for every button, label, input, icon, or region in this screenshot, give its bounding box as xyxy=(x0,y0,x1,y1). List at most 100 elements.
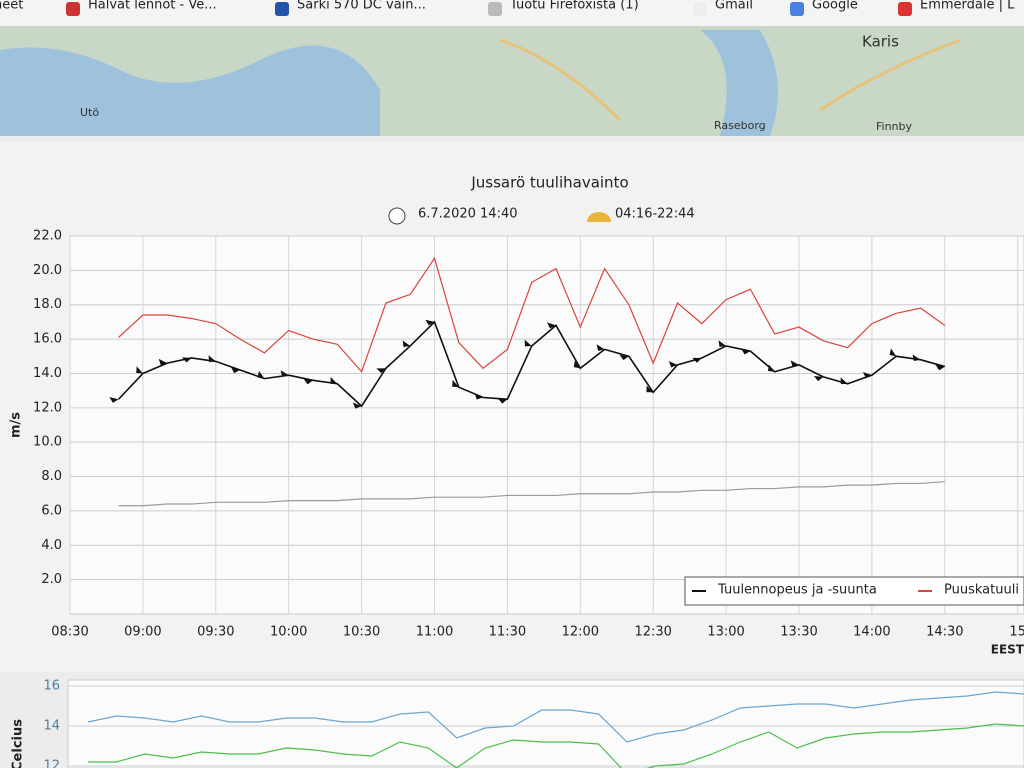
x-unit: EEST xyxy=(991,643,1024,657)
x-tick-label: 12:00 xyxy=(562,625,599,640)
y-tick-label: 22.0 xyxy=(33,229,62,244)
direction-arrow xyxy=(718,340,727,347)
y-tick-label: 2.0 xyxy=(41,572,62,587)
map-label: Finnby xyxy=(876,120,913,133)
direction-arrow xyxy=(862,372,872,379)
line xyxy=(118,256,946,373)
bookmark[interactable]: Emmerdale | L xyxy=(920,0,1015,13)
legend xyxy=(684,576,1024,606)
sun-icon xyxy=(587,212,611,222)
x-tick-label: 09:00 xyxy=(124,625,161,640)
plot-area xyxy=(69,235,1024,615)
bookmark[interactable]: neet xyxy=(0,0,23,13)
y-tick-label: 14.0 xyxy=(33,366,62,381)
direction-arrow xyxy=(840,377,848,385)
y-tick-label: 16 xyxy=(43,679,60,694)
direction-arrow xyxy=(402,340,411,347)
direction-arrow xyxy=(257,370,265,379)
time: 6.7.2020 14:40 xyxy=(418,207,518,222)
direction-arrow xyxy=(425,319,435,326)
direction-arrow xyxy=(889,348,897,357)
direction-arrow xyxy=(352,402,362,409)
y-tick-label: 6.0 xyxy=(41,503,62,518)
direction-arrow xyxy=(646,385,654,393)
y-axis-label: Celcius xyxy=(11,719,26,768)
direction-arrow xyxy=(280,370,289,377)
map-label: Utö xyxy=(80,106,99,119)
direction-arrow xyxy=(136,366,143,374)
direction-arrow xyxy=(619,354,629,361)
bookmark-icon xyxy=(790,2,804,16)
direction-arrow xyxy=(790,360,799,367)
direction-arrow xyxy=(813,375,824,382)
bookmark-icon xyxy=(66,2,80,16)
x-tick-label: 14:30 xyxy=(926,625,963,640)
chart-title: Jussarö tuulihavainto xyxy=(470,174,628,192)
x-tick-label: 11:30 xyxy=(489,625,526,640)
y-tick-label: 10.0 xyxy=(33,435,62,450)
map-road xyxy=(499,38,961,122)
bookmark[interactable]: Halvat lennot - Ve... xyxy=(88,0,217,13)
y-tick-label: 12 xyxy=(43,759,60,768)
line xyxy=(87,691,1024,743)
bookmark[interactable]: Google xyxy=(812,0,858,13)
y-tick-label: 16.0 xyxy=(33,332,62,347)
x-tick-label: 14:00 xyxy=(853,625,890,640)
map-water xyxy=(0,45,380,136)
direction-arrow xyxy=(474,393,484,400)
y-tick-label: 18.0 xyxy=(33,297,62,312)
plot-area xyxy=(67,679,1024,768)
direction-arrow xyxy=(573,360,581,369)
x-tick-label: 10:30 xyxy=(343,625,380,640)
line xyxy=(88,723,1024,768)
bookmark[interactable]: Särki 570 DC vain... xyxy=(297,0,426,13)
direction-arrow xyxy=(452,379,459,388)
direction-arrow xyxy=(231,367,241,374)
x-tick-label: 15 xyxy=(1009,625,1024,640)
legend-label: Tuulennopeus ja -suunta xyxy=(717,583,877,598)
x-tick-label: 12:30 xyxy=(634,625,671,640)
y-tick-label: 14 xyxy=(43,719,60,734)
bookmark-icon xyxy=(488,2,502,16)
bookmark[interactable]: Tuotu Firefoxista (1) xyxy=(509,0,639,13)
bookmark-bar xyxy=(0,0,1024,26)
y-tick-label: 20.0 xyxy=(33,263,62,278)
line xyxy=(118,320,946,408)
direction-arrow xyxy=(208,355,216,362)
line xyxy=(118,481,945,507)
map-label: Karis xyxy=(862,33,899,51)
direction-arrow xyxy=(158,358,168,366)
direction-arrow xyxy=(524,339,532,347)
legend-label: Puuskatuuli xyxy=(944,583,1019,598)
direction-arrow xyxy=(497,398,508,404)
direction-arrow xyxy=(182,357,192,363)
bookmark-icon xyxy=(693,2,707,16)
y-tick-label: 8.0 xyxy=(41,469,62,484)
direction-arrow xyxy=(668,361,678,368)
direction-arrow xyxy=(912,354,921,362)
sun-times: 04:16-22:44 xyxy=(615,207,695,222)
x-tick-label: 08:30 xyxy=(51,625,88,640)
map-label: Raseborg xyxy=(714,119,766,132)
bookmark-icon xyxy=(275,2,289,16)
x-tick-label: 13:00 xyxy=(707,625,744,640)
direction-arrow xyxy=(547,322,556,329)
bookmark-icon xyxy=(898,2,912,16)
y-tick-label: 4.0 xyxy=(41,538,62,553)
y-tick-label: 12.0 xyxy=(33,400,62,415)
direction-arrow xyxy=(109,397,119,403)
direction-arrow xyxy=(376,368,386,374)
direction-arrow xyxy=(303,378,313,385)
x-tick-label: 09:30 xyxy=(197,625,234,640)
bookmark[interactable]: Gmail xyxy=(715,0,753,13)
map-water xyxy=(700,30,778,136)
y-axis-label: m/s xyxy=(9,412,24,438)
x-tick-label: 10:00 xyxy=(270,625,307,640)
direction-arrow xyxy=(596,344,605,351)
x-tick-label: 13:30 xyxy=(780,625,817,640)
direction-arrow xyxy=(741,348,751,355)
direction-arrow xyxy=(692,357,702,363)
clock-icon xyxy=(388,207,406,225)
